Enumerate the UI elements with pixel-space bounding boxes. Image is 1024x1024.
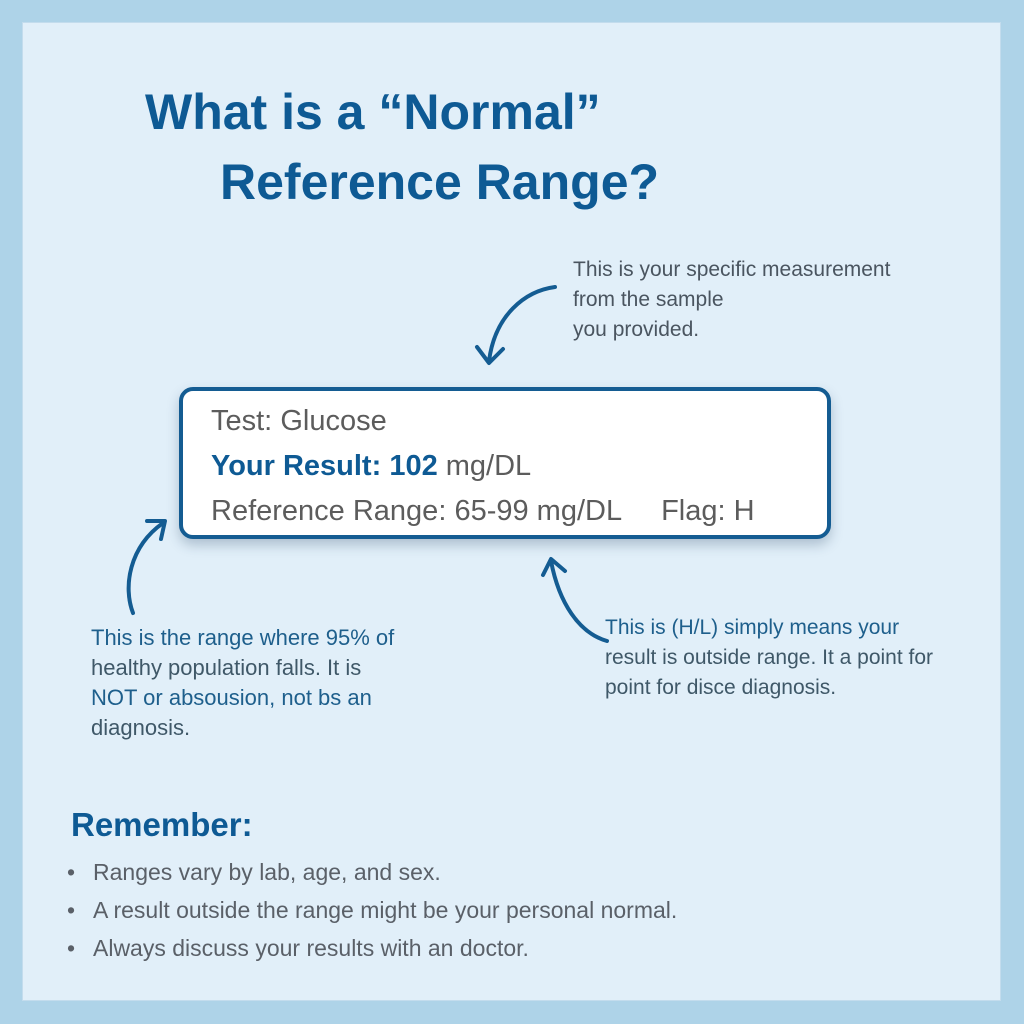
result-unit: mg/DL bbox=[445, 450, 532, 482]
range-note: This is the range where 95% of healthy p… bbox=[91, 623, 451, 743]
title-line-1: What is a “Normal” bbox=[145, 84, 601, 140]
measurement-note-line-2: from the sample bbox=[573, 288, 724, 311]
result-label: Your Result: bbox=[211, 450, 382, 482]
remember-list: • Ranges vary by lab, age, and sex. • A re… bbox=[67, 853, 677, 967]
result-value: 102 bbox=[389, 450, 438, 482]
curved-arrow-down-icon bbox=[475, 285, 557, 365]
bullet-dot-icon: • bbox=[67, 935, 76, 961]
bullet-dot-icon: • bbox=[67, 859, 76, 885]
range-value: 65-99 mg/DL bbox=[454, 495, 622, 527]
title-line-2: Reference Range? bbox=[220, 154, 660, 210]
test-value: Glucose bbox=[280, 405, 387, 437]
flag-note: This is (H/L) simply means your result i… bbox=[605, 613, 985, 703]
list-item-text: Always discuss your results with an doct… bbox=[93, 935, 529, 961]
test-row: Test: Glucose bbox=[211, 405, 387, 438]
range-note-line-3: NOT or absousion, not bs an bbox=[91, 685, 372, 710]
measurement-note-line-3: you provided. bbox=[573, 318, 700, 341]
list-item-text: Ranges vary by lab, age, and sex. bbox=[93, 859, 441, 885]
range-row: Reference Range: 65-99 mg/DL Flag: H bbox=[211, 495, 755, 528]
measurement-note-line-1: This is your specific measurement bbox=[573, 258, 891, 281]
range-note-line-2: healthy population falls. It is bbox=[91, 655, 362, 680]
lab-result-card: Test: Glucose Your Result: 102 mg/DL Ref… bbox=[179, 387, 831, 539]
flag-note-line-3: point for disce diagnosis. bbox=[605, 676, 837, 699]
list-item-text: A result outside the range might be your… bbox=[93, 897, 678, 923]
test-label: Test: bbox=[211, 405, 273, 437]
curved-arrow-up-left-icon bbox=[541, 557, 609, 643]
bullet-dot-icon: • bbox=[67, 897, 76, 923]
flag-value: H bbox=[733, 495, 755, 527]
curved-arrow-up-right-icon bbox=[126, 519, 167, 615]
measurement-note: This is your specific measurement from t… bbox=[573, 255, 953, 345]
flag-note-line-2: result is outside range. It a point for bbox=[605, 646, 934, 669]
flag-label: Flag: bbox=[661, 495, 726, 527]
range-label: Reference Range: bbox=[211, 495, 447, 527]
flag-note-line-1: This is (H/L) simply means your bbox=[605, 616, 900, 639]
list-item: • Ranges vary by lab, age, and sex. bbox=[67, 853, 677, 891]
range-note-line-4: diagnosis. bbox=[91, 715, 191, 740]
result-row: Your Result: 102 mg/DL bbox=[211, 450, 531, 483]
list-item: • Always discuss your results with an doc… bbox=[67, 929, 677, 967]
infographic-panel: What is a “Normal” Reference Range? This… bbox=[23, 23, 1000, 1000]
list-item: • A result outside the range might be you… bbox=[67, 891, 677, 929]
remember-heading: Remember: bbox=[71, 806, 253, 843]
range-note-line-1: This is the range where 95% of bbox=[91, 625, 395, 650]
